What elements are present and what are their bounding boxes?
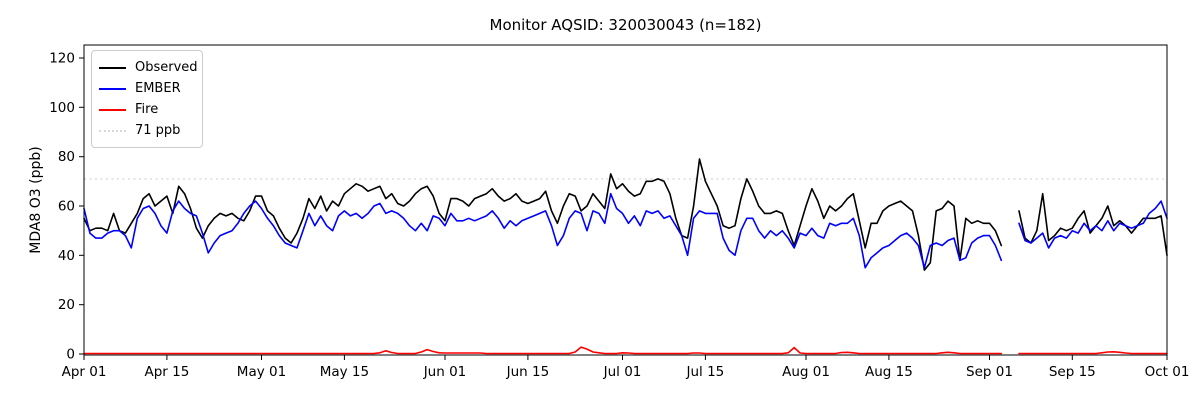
threshold-line-swatch bbox=[99, 129, 126, 132]
legend-label: EMBER bbox=[135, 81, 181, 96]
y-tick-label: 80 bbox=[58, 149, 75, 165]
fire-line-swatch bbox=[99, 108, 126, 111]
y-tick-label: 0 bbox=[66, 347, 75, 363]
y-tick-label: 20 bbox=[58, 297, 75, 313]
legend-label: Fire bbox=[135, 102, 159, 117]
x-tick-label: Sep 01 bbox=[966, 364, 1013, 380]
legend-item-fire: Fire bbox=[99, 99, 194, 120]
legend-item-observed: Observed bbox=[99, 57, 198, 78]
plot-frame bbox=[83, 44, 1168, 356]
legend: Observed EMBER Fire 71 ppb bbox=[91, 50, 203, 148]
x-tick-label: Jun 15 bbox=[506, 364, 550, 380]
ember-line bbox=[83, 192, 1168, 269]
legend-label: 71 ppb bbox=[135, 123, 181, 138]
fire-line bbox=[83, 346, 1168, 355]
legend-item-threshold: 71 ppb bbox=[99, 120, 194, 141]
y-tick-label: 40 bbox=[58, 248, 75, 264]
y-tick-label: 100 bbox=[49, 100, 75, 116]
observed-line bbox=[83, 158, 1168, 271]
y-tick-label: 60 bbox=[58, 199, 75, 215]
observed-line-swatch bbox=[99, 66, 126, 69]
x-tick-label: Aug 01 bbox=[782, 364, 830, 380]
x-tick-label: May 15 bbox=[320, 364, 369, 380]
ember-line-swatch bbox=[99, 87, 126, 90]
x-tick-label: May 01 bbox=[237, 364, 286, 380]
x-tick-label: Apr 01 bbox=[62, 364, 107, 380]
x-tick-label: Jun 01 bbox=[423, 364, 467, 380]
x-tick-label: Jul 01 bbox=[603, 364, 642, 380]
y-tick-label: 120 bbox=[49, 51, 75, 67]
x-tick-label: Sep 15 bbox=[1049, 364, 1096, 380]
x-tick-label: Oct 01 bbox=[1145, 364, 1190, 380]
legend-label: Observed bbox=[135, 60, 198, 75]
x-tick-label: Aug 15 bbox=[865, 364, 913, 380]
x-tick-label: Jul 15 bbox=[686, 364, 725, 380]
legend-item-ember: EMBER bbox=[99, 78, 194, 99]
x-axis: Apr 01 Apr 15 May 01 May 15 Jun 01 Jun 15 Jul … bbox=[62, 355, 1190, 380]
y-axis: 0 20 40 60 80 100 120 bbox=[49, 51, 84, 363]
x-tick-label: Apr 15 bbox=[144, 364, 189, 380]
chart-title: Monitor AQSID: 320030043 (n=182) bbox=[489, 16, 762, 34]
